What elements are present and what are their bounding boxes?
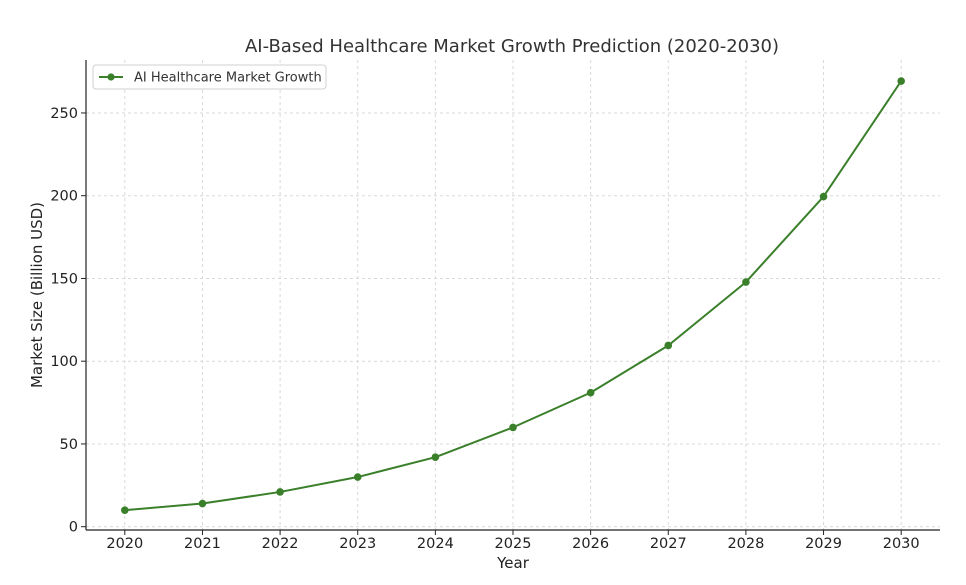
y-tick-label: 200 — [50, 189, 78, 205]
x-tick-label: 2027 — [650, 536, 687, 552]
legend: AI Healthcare Market Growth — [92, 64, 327, 90]
chart-title: AI-Based Healthcare Market Growth Predic… — [245, 36, 779, 57]
data-point — [121, 506, 129, 514]
legend-marker-swatch — [107, 73, 115, 81]
x-tick-label: 2029 — [805, 536, 842, 552]
grid — [86, 60, 940, 530]
y-tick-label: 50 — [60, 437, 78, 453]
data-point — [586, 388, 595, 397]
data-point — [276, 488, 284, 496]
x-tick-label: 2021 — [184, 536, 221, 552]
x-tick-label: 2030 — [883, 536, 920, 552]
data-point — [353, 473, 362, 481]
x-tick-label: 2024 — [417, 536, 454, 552]
legend-box — [92, 64, 327, 90]
x-tick-label: 2020 — [106, 536, 143, 552]
data-point — [198, 499, 207, 508]
x-tick-label: 2023 — [339, 536, 376, 552]
y-tick-label: 250 — [50, 106, 78, 122]
x-axis-ticks: 2020 2021 2022 2023 2024 2025 2026 2027 2028 2029… — [106, 530, 920, 552]
y-tick-label: 0 — [69, 520, 78, 536]
legend-entry-label: AI Healthcare Market Growth — [134, 71, 322, 86]
data-point — [509, 423, 517, 432]
x-tick-label: 2025 — [495, 536, 532, 552]
data-point — [742, 278, 750, 286]
data-point — [664, 341, 673, 350]
data-point — [897, 77, 905, 85]
data-point — [819, 192, 828, 201]
x-axis-label: Year — [496, 554, 530, 572]
x-tick-label: 2026 — [572, 536, 609, 552]
y-tick-label: 150 — [50, 271, 78, 287]
series-layer — [121, 77, 905, 514]
x-tick-label: 2028 — [727, 536, 764, 552]
y-axis-label: Market Size (Billion USD) — [28, 202, 46, 388]
data-point — [431, 453, 440, 461]
y-axis-ticks: 0 50 100 150 200 250 — [50, 106, 86, 536]
x-tick-label: 2022 — [262, 536, 299, 552]
y-tick-label: 100 — [50, 354, 78, 370]
